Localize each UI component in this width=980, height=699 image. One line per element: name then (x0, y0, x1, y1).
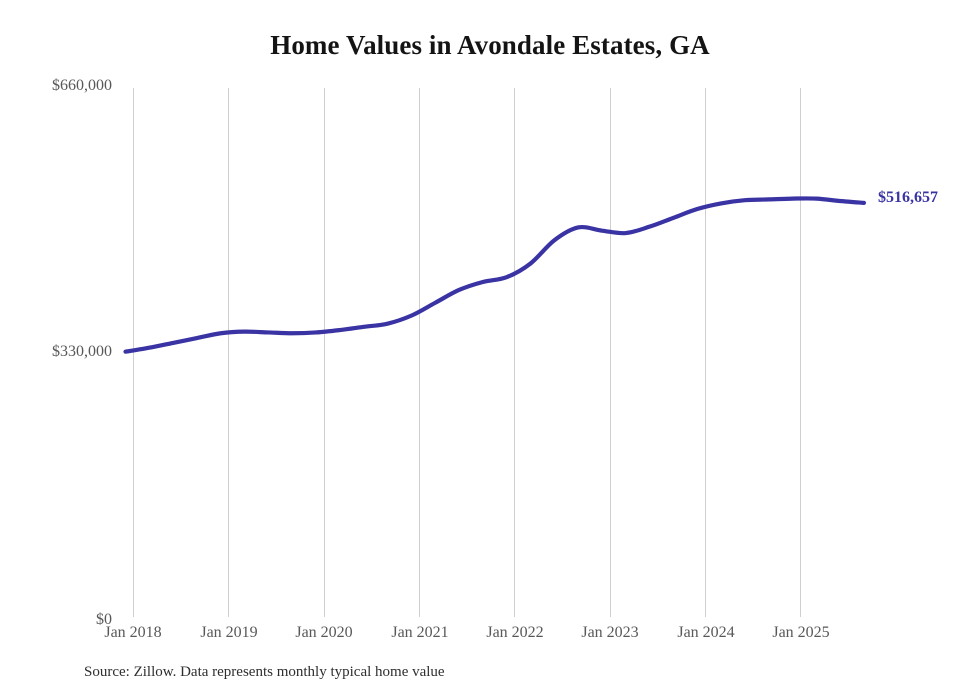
chart-title: Home Values in Avondale Estates, GA (270, 30, 710, 60)
y-axis-tick-330000: $330,000 (52, 343, 112, 360)
x-axis-tick-jan-2022: Jan 2022 (486, 624, 544, 641)
x-axis-tick-jan-2018: Jan 2018 (104, 624, 162, 641)
x-axis-tick-jan-2019: Jan 2019 (200, 624, 258, 641)
y-axis-tick-660000: $660,000 (52, 77, 112, 94)
series-end-value-label: $516,657 (877, 188, 938, 206)
x-axis-tick-jan-2020: Jan 2020 (295, 624, 353, 641)
gridlines-group (133, 88, 801, 617)
x-axis-tick-jan-2021: Jan 2021 (391, 624, 449, 641)
source-note: Source: Zillow. Data represents monthly … (84, 664, 445, 680)
home-value-series-line (123, 196, 867, 354)
x-axis-tick-jan-2025: Jan 2025 (772, 624, 830, 641)
x-axis-tick-jan-2023: Jan 2023 (581, 624, 639, 641)
y-axis-tick-0: $0 (96, 611, 112, 628)
x-axis-tick-jan-2024: Jan 2024 (677, 624, 735, 641)
